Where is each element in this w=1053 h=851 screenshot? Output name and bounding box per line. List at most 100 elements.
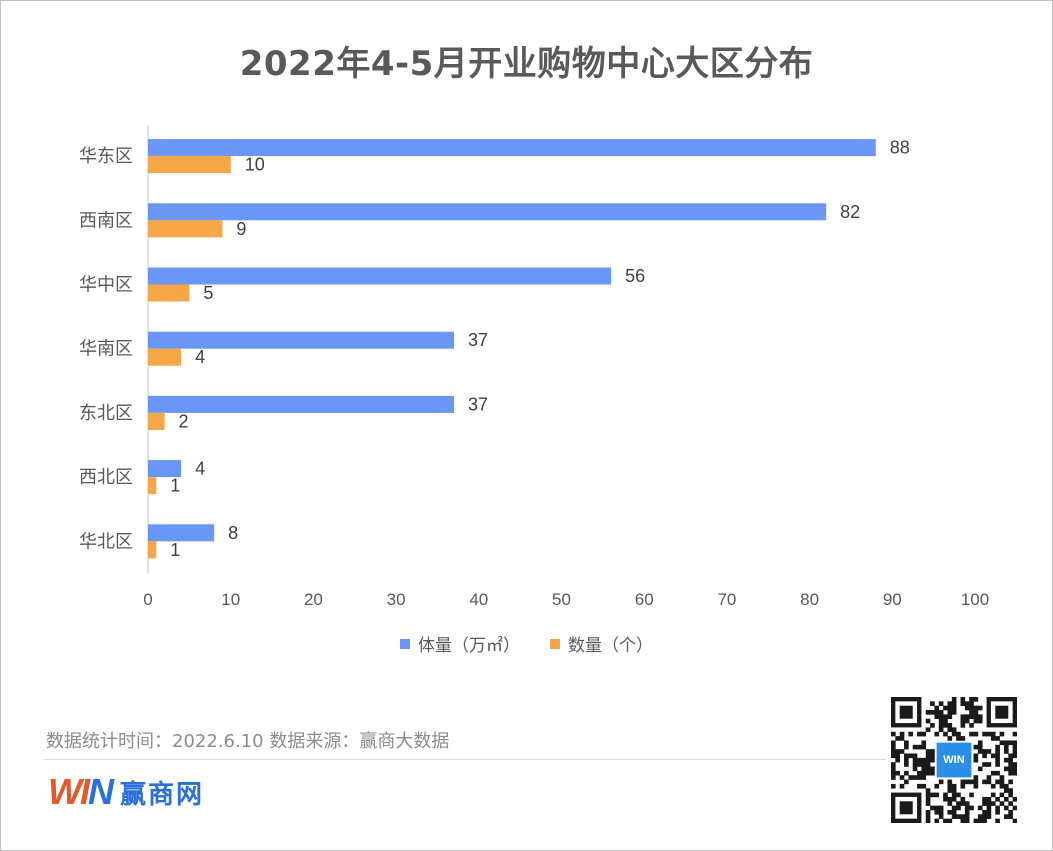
qr-module — [917, 757, 922, 763]
qr-module — [1003, 805, 1009, 811]
qr-module — [990, 801, 996, 806]
qr-module — [934, 714, 940, 720]
qr-module — [956, 736, 961, 741]
qr-module — [960, 714, 966, 720]
qr-module — [943, 714, 948, 720]
qr-module — [986, 809, 992, 815]
qr-module — [921, 740, 927, 746]
bar-count — [148, 348, 182, 366]
qr-module — [956, 801, 961, 806]
qr-module — [999, 779, 1005, 785]
qr-module — [960, 736, 966, 741]
qr-module — [943, 705, 948, 711]
qr-module — [990, 770, 996, 776]
qr-module — [925, 809, 931, 815]
qr-module — [904, 779, 909, 785]
qr-module — [1008, 762, 1013, 767]
qr-module — [917, 744, 922, 750]
qr-module — [986, 801, 992, 806]
qr-module — [947, 801, 953, 806]
qr-module — [973, 818, 979, 823]
category-label: 东北区 — [79, 403, 133, 424]
qr-module — [934, 710, 940, 715]
qr-module — [964, 779, 970, 785]
qr-finder-eye — [899, 705, 913, 719]
qr-module — [951, 805, 957, 811]
qr-module — [995, 805, 1000, 811]
bar-count — [148, 477, 157, 495]
qr-module — [895, 736, 900, 741]
qr-module — [938, 809, 944, 815]
qr-module — [977, 718, 983, 724]
qr-module — [960, 697, 966, 702]
qr-module — [995, 744, 1000, 750]
qr-module — [947, 714, 953, 720]
x-tick-label: 60 — [635, 590, 654, 609]
bar-count — [148, 284, 190, 302]
qr-module — [956, 814, 961, 819]
qr-module — [895, 770, 900, 776]
qr-module — [1008, 801, 1013, 806]
qr-module — [1012, 731, 1017, 737]
bar-count — [148, 220, 223, 238]
qr-module — [982, 753, 987, 759]
qr-module — [930, 701, 935, 706]
qr-module — [956, 731, 961, 737]
qr-module — [1003, 766, 1009, 772]
bar-volume — [148, 139, 876, 157]
qr-module — [969, 792, 974, 798]
category-label: 西北区 — [79, 467, 133, 488]
x-tick-label: 80 — [800, 590, 819, 609]
qr-module — [930, 749, 935, 754]
qr-module — [951, 697, 957, 702]
category-label: 西南区 — [79, 210, 133, 231]
qr-module — [904, 740, 909, 746]
qr-module — [947, 705, 953, 711]
qr-module — [1008, 770, 1013, 776]
qr-module — [943, 796, 948, 802]
qr-module — [986, 814, 992, 819]
data-label-volume: 37 — [468, 394, 488, 414]
qr-module — [925, 818, 931, 823]
qr-module — [960, 796, 966, 802]
data-label-volume: 88 — [890, 138, 910, 158]
qr-module — [990, 753, 996, 759]
qr-module — [925, 814, 931, 819]
qr-module — [977, 705, 983, 711]
qr-module — [986, 775, 992, 780]
qr-module — [973, 757, 979, 763]
qr-module — [964, 801, 970, 806]
qr-module — [960, 701, 966, 706]
qr-module — [995, 818, 1000, 823]
qr-module — [1003, 749, 1009, 754]
qr-module — [956, 792, 961, 798]
qr-module — [917, 770, 922, 776]
qr-module — [1003, 796, 1009, 802]
brand-logo: WIN 赢商网 — [48, 770, 204, 814]
data-label-volume: 4 — [195, 459, 205, 479]
qr-module — [1012, 818, 1017, 823]
qr-module — [925, 766, 931, 772]
qr-module — [912, 762, 918, 767]
qr-module — [960, 779, 966, 785]
qr-module — [982, 814, 987, 819]
x-tick-label: 50 — [552, 590, 571, 609]
qr-module — [995, 757, 1000, 763]
qr-module — [891, 775, 896, 780]
qr-module — [951, 727, 957, 733]
x-tick-label: 30 — [387, 590, 406, 609]
qr-code: WIN — [891, 697, 1017, 823]
qr-module — [951, 710, 957, 715]
qr-module — [982, 762, 987, 767]
qr-module — [930, 766, 935, 772]
qr-module — [1003, 757, 1009, 763]
qr-module — [947, 818, 953, 823]
qr-module — [891, 766, 896, 772]
qr-module — [960, 814, 966, 819]
qr-finder-eye — [899, 801, 913, 815]
qr-module — [990, 792, 996, 798]
qr-module — [973, 705, 979, 711]
qr-module — [982, 801, 987, 806]
qr-module — [925, 727, 931, 733]
qr-module — [930, 792, 935, 798]
